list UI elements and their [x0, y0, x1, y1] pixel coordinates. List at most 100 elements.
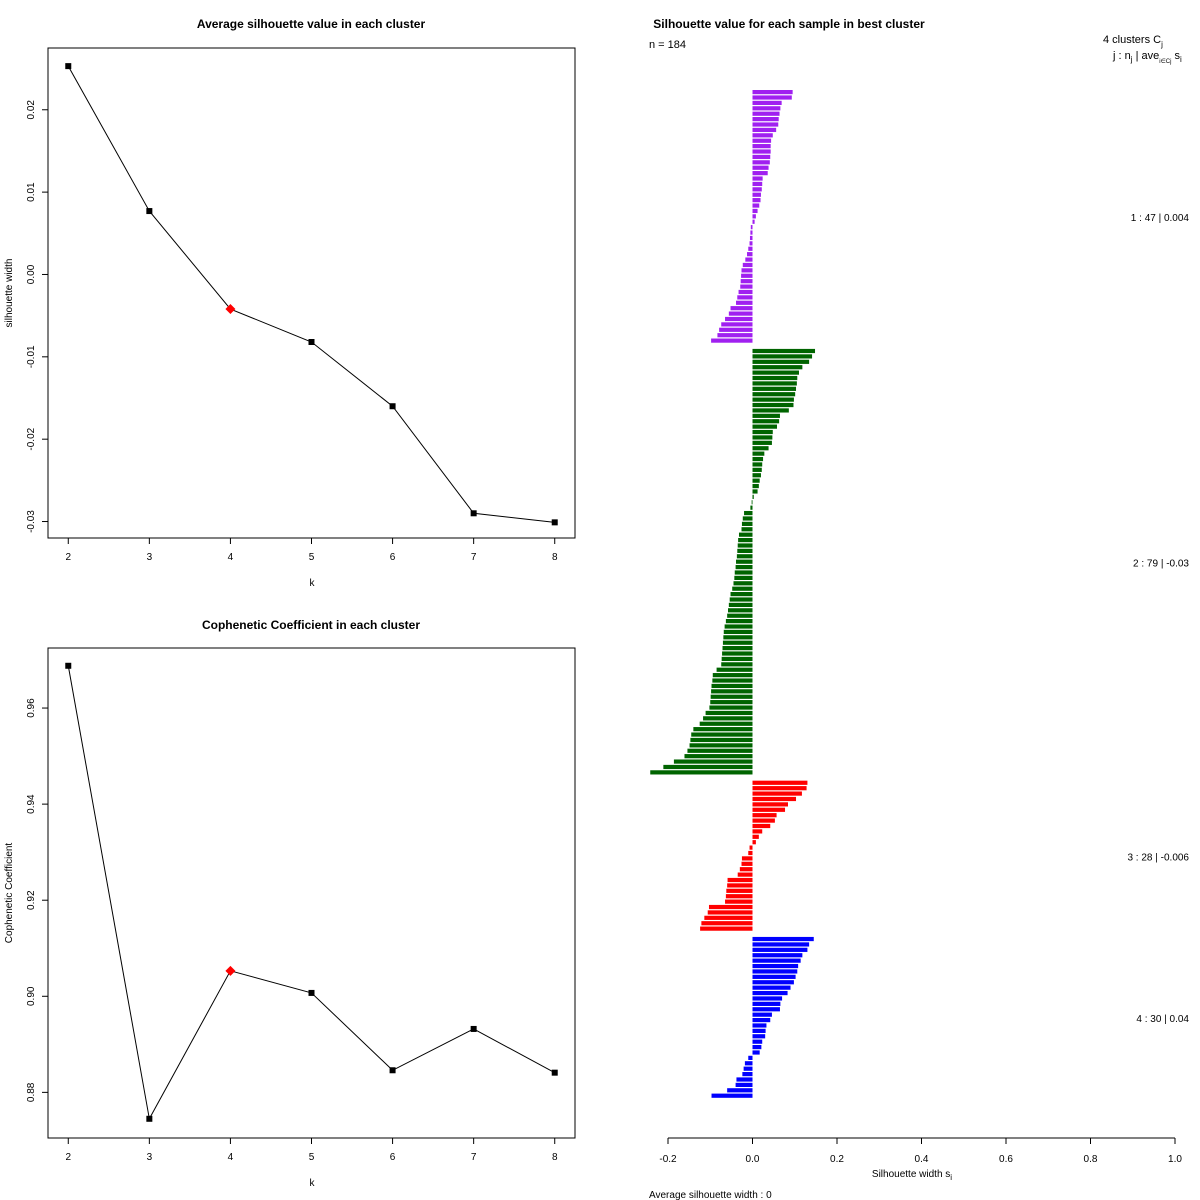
- silhouette-bar: [752, 1017, 771, 1023]
- cluster-label: 1 : 47 | 0.004: [1131, 213, 1190, 224]
- silhouette-bar: [725, 894, 753, 899]
- silhouette-bar: [752, 786, 807, 791]
- silhouette-point: [551, 519, 558, 526]
- silhouette-bar: [752, 203, 760, 208]
- cophenetic-series: [65, 662, 558, 1122]
- silhouette-bar: [752, 963, 799, 969]
- silhouette-bar: [752, 467, 762, 472]
- silhouette-bar: [719, 327, 753, 332]
- silhouette-bar: [752, 419, 780, 424]
- silhouette-bar: [699, 721, 753, 726]
- silhouette-bar: [752, 840, 756, 845]
- silhouette-bar: [752, 370, 799, 375]
- silhouette-bar: [739, 867, 753, 872]
- silhouette-bar: [752, 1023, 767, 1028]
- cophenetic-x-tick-label: 5: [309, 1152, 315, 1163]
- cophenetic-y-ticks: 0.88 0.90 0.92 0.94 0.96: [26, 698, 48, 1102]
- silhouette-bar: [730, 592, 753, 597]
- silhouette-y-tick-label: -0.02: [26, 427, 37, 450]
- cophenetic-point: [470, 1025, 477, 1032]
- silhouette-point: [65, 63, 72, 70]
- silhouette-bar: [752, 165, 769, 170]
- silhouette-bar: [752, 958, 801, 963]
- silhouette-bar: [752, 171, 768, 176]
- silhouette-y-tick-label: 0.02: [26, 100, 37, 120]
- silhouette-bar: [752, 1039, 763, 1044]
- silhouette-bar: [737, 548, 753, 553]
- silhouette-bar: [749, 235, 753, 241]
- silhouette-bar: [752, 446, 769, 451]
- silhouette-bar: [752, 813, 777, 818]
- legend-header-line2: j : nj | avei∈Cj si: [1112, 50, 1182, 65]
- silhouette-bar: [728, 311, 753, 316]
- silhouette-bar: [752, 375, 798, 381]
- silhouette-x-tick-label: 4: [228, 552, 234, 563]
- cophenetic-chart-title: Cophenetic Coefficient in each cluster: [202, 618, 420, 632]
- silhouette-x-tick-label: 5: [309, 552, 315, 563]
- silhouette-bar: [710, 694, 753, 699]
- silhouette-y-tick-label: 0.00: [26, 264, 37, 284]
- silhouette-bar: [752, 198, 761, 203]
- silhouette-bar: [707, 910, 753, 915]
- silhouette-bar-chart: Silhouette value for each sample in best…: [649, 17, 1189, 1200]
- silhouette-bar: [737, 295, 753, 300]
- cophenetic-x-tick-label: 6: [390, 1152, 396, 1163]
- silhouette-bar: [737, 543, 753, 548]
- silhouette-bar: [752, 1044, 762, 1050]
- silhouette-bar: [727, 613, 753, 618]
- silhouette-point: [470, 510, 477, 517]
- silhouette-bar: [723, 635, 753, 640]
- silhouette-bar: [752, 483, 759, 489]
- silhouette-bar: [752, 435, 773, 440]
- silhouette-y-ticks: -0.03 -0.02 -0.01 0.00 0.01 0.02: [26, 100, 48, 533]
- silhouette-y-tick-label: -0.03: [26, 510, 37, 533]
- silhouette-x-tick-label: 3: [147, 552, 153, 563]
- silhouette-bar: [752, 424, 777, 429]
- silhouette-bar: [734, 575, 753, 580]
- silhouette-x-tick-label: 8: [552, 552, 558, 563]
- silhouette-bar: [711, 683, 753, 689]
- cophenetic-point: [389, 1067, 396, 1074]
- silhouette-bar: [650, 770, 753, 775]
- silhouette-bar: [752, 127, 777, 133]
- silhouette-bar: [752, 397, 794, 402]
- cophenetic-point: [146, 1115, 153, 1122]
- silhouette-bar: [752, 980, 794, 985]
- silhouette-bar: [752, 456, 764, 462]
- silhouette-bar: [738, 532, 753, 537]
- silhouette-bar: [740, 284, 753, 289]
- cophenetic-y-label: Cophenetic Coefficient: [4, 843, 15, 944]
- silhouette-y-tick-label: 0.01: [26, 182, 37, 202]
- silhouette-bar: [752, 133, 773, 138]
- silhouette-bar: [740, 279, 753, 284]
- silhouette-bars-x-tick-label: 1.0: [1168, 1154, 1182, 1165]
- silhouette-bar: [752, 990, 788, 996]
- silhouette-bar: [741, 527, 753, 532]
- silhouette-bar: [748, 246, 753, 251]
- silhouette-plot-frame: [47, 47, 576, 539]
- silhouette-bar: [730, 306, 753, 311]
- silhouette-bar: [737, 872, 753, 877]
- silhouette-bar: [752, 106, 781, 111]
- silhouette-x-tick-label: 6: [390, 552, 396, 563]
- silhouette-bars-title: Silhouette value for each sample in best…: [653, 17, 925, 31]
- silhouette-bar: [751, 500, 753, 505]
- cluster-labels: 1 : 47 | 0.004 2 : 79 | -0.03 3 : 28 | -0.…: [1127, 213, 1189, 1025]
- silhouette-bar: [716, 667, 753, 672]
- silhouette-bar: [711, 689, 753, 694]
- silhouette-bar: [752, 392, 796, 397]
- silhouette-bars-x-ticks: -0.2 0.0 0.2 0.4 0.6 0.8 1.0: [659, 1138, 1182, 1165]
- silhouette-bar: [744, 1061, 753, 1066]
- silhouette-bar: [752, 1012, 772, 1017]
- cophenetic-point: [551, 1069, 558, 1076]
- silhouette-bar: [663, 764, 753, 770]
- silhouette-bar: [752, 214, 756, 219]
- silhouette-bar: [752, 473, 761, 478]
- silhouette-bar: [752, 208, 758, 214]
- silhouette-bar: [736, 554, 753, 559]
- silhouette-bar: [749, 241, 753, 246]
- silhouette-bars-x-tick-label: 0.4: [915, 1154, 929, 1165]
- silhouette-bar: [749, 845, 753, 850]
- silhouette-bar: [700, 926, 753, 931]
- cophenetic-x-ticks: 2 3 4 5 6 7 8: [65, 1138, 558, 1163]
